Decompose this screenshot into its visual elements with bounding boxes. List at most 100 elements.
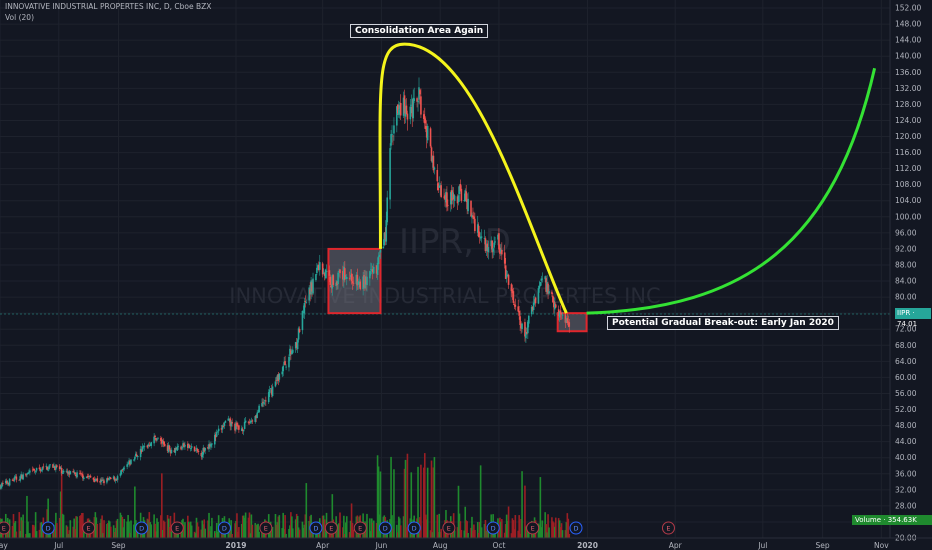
volume-bar bbox=[527, 527, 529, 538]
candle-body bbox=[291, 351, 293, 354]
candle-body bbox=[156, 439, 158, 441]
candle-body bbox=[31, 469, 34, 471]
volume-bar bbox=[121, 516, 124, 538]
volume-bar bbox=[483, 523, 486, 538]
volume-bar bbox=[526, 525, 528, 538]
volume-bar bbox=[53, 524, 55, 538]
volume-bar bbox=[31, 524, 34, 538]
candle-body bbox=[363, 275, 365, 288]
candle-body bbox=[133, 459, 135, 461]
volume-bar bbox=[150, 524, 153, 538]
event-marker-label: D bbox=[573, 525, 578, 533]
earnings-marker bbox=[170, 521, 184, 535]
volume-bar bbox=[402, 516, 405, 538]
candle-body bbox=[537, 288, 540, 304]
time-tick-label: Apr bbox=[669, 541, 683, 550]
volume-bar bbox=[102, 533, 104, 538]
event-marker-label: E bbox=[329, 525, 333, 533]
volume-bar bbox=[520, 518, 522, 538]
volume-bar bbox=[466, 521, 468, 538]
candle-body bbox=[223, 422, 226, 427]
candle-body bbox=[173, 450, 176, 453]
candle-body bbox=[310, 280, 312, 295]
watermark-name: INNOVATIVE INDUSTRIAL PROPERTES INC bbox=[229, 284, 660, 308]
candle-body bbox=[294, 342, 297, 349]
volume-bar bbox=[14, 521, 17, 538]
candle-body bbox=[285, 366, 287, 368]
candle-body bbox=[8, 479, 11, 486]
time-tick-label: Apr bbox=[316, 541, 330, 550]
price-candles bbox=[0, 77, 571, 490]
volume-bar bbox=[176, 531, 179, 538]
volume-bar bbox=[465, 520, 467, 538]
volume-bar bbox=[66, 526, 69, 538]
candle-body bbox=[65, 470, 68, 472]
volume-bar bbox=[436, 514, 439, 538]
candle-body bbox=[290, 350, 292, 355]
candle-body bbox=[397, 109, 400, 115]
candle-body bbox=[263, 402, 265, 404]
volume-bar bbox=[200, 529, 203, 538]
candle-body bbox=[82, 474, 84, 479]
event-marker-label: D bbox=[222, 525, 227, 533]
candle-body bbox=[474, 218, 476, 232]
candle-body bbox=[230, 421, 232, 427]
candle-body bbox=[169, 449, 172, 454]
candle-body bbox=[20, 474, 22, 476]
candle-body bbox=[463, 200, 466, 201]
candle-body bbox=[560, 312, 563, 315]
candle-body bbox=[309, 289, 311, 295]
candle-body bbox=[490, 240, 493, 247]
candle-body bbox=[527, 321, 529, 334]
candle-body bbox=[303, 303, 306, 314]
price-tick-label: 136.00 bbox=[895, 68, 921, 77]
candle-body bbox=[511, 289, 514, 294]
candle-body bbox=[397, 104, 399, 114]
candle-body bbox=[389, 148, 391, 200]
candle-body bbox=[278, 373, 281, 380]
candle-body bbox=[301, 310, 304, 331]
candle-body bbox=[224, 420, 227, 423]
volume-bar bbox=[351, 523, 354, 538]
candle-body bbox=[94, 480, 97, 482]
candle-body bbox=[467, 198, 469, 212]
candle-body bbox=[506, 274, 509, 276]
volume-bar bbox=[197, 526, 200, 538]
candle-body bbox=[7, 483, 10, 485]
candle-body bbox=[180, 446, 182, 450]
volume-bar bbox=[141, 531, 144, 538]
price-tick-label: 88.00 bbox=[895, 260, 917, 269]
volume-bar bbox=[459, 521, 462, 538]
candle-body bbox=[168, 445, 171, 450]
volume-bar bbox=[180, 533, 182, 538]
candle-body bbox=[370, 269, 373, 271]
candle-body bbox=[184, 444, 186, 447]
candle-body bbox=[235, 423, 237, 430]
candle-body bbox=[261, 403, 263, 407]
volume-bar bbox=[303, 524, 306, 538]
candle-body bbox=[423, 114, 425, 120]
volume-bar bbox=[187, 521, 190, 538]
volume-bar bbox=[109, 521, 111, 538]
volume-bar bbox=[376, 455, 379, 538]
price-tick-label: 60.00 bbox=[895, 373, 917, 382]
volume-bar bbox=[558, 520, 561, 538]
candle-body bbox=[342, 270, 344, 280]
volume-bar bbox=[477, 532, 480, 538]
candle-body bbox=[248, 422, 251, 424]
volume-bar bbox=[256, 524, 258, 538]
volume-bar bbox=[72, 526, 75, 538]
volume-bar bbox=[48, 532, 50, 538]
volume-bar bbox=[561, 530, 564, 538]
volume-bar bbox=[100, 518, 102, 538]
volume-bar bbox=[244, 512, 247, 538]
volume-bar bbox=[379, 471, 382, 538]
volume-bar bbox=[99, 523, 101, 538]
volume-bar bbox=[5, 530, 8, 538]
time-tick-label: 2019 bbox=[226, 541, 247, 550]
candle-body bbox=[358, 281, 361, 283]
candle-body bbox=[228, 419, 231, 421]
volume-bar bbox=[352, 529, 355, 538]
volume-bar bbox=[13, 522, 16, 538]
volume-bar bbox=[514, 515, 517, 538]
